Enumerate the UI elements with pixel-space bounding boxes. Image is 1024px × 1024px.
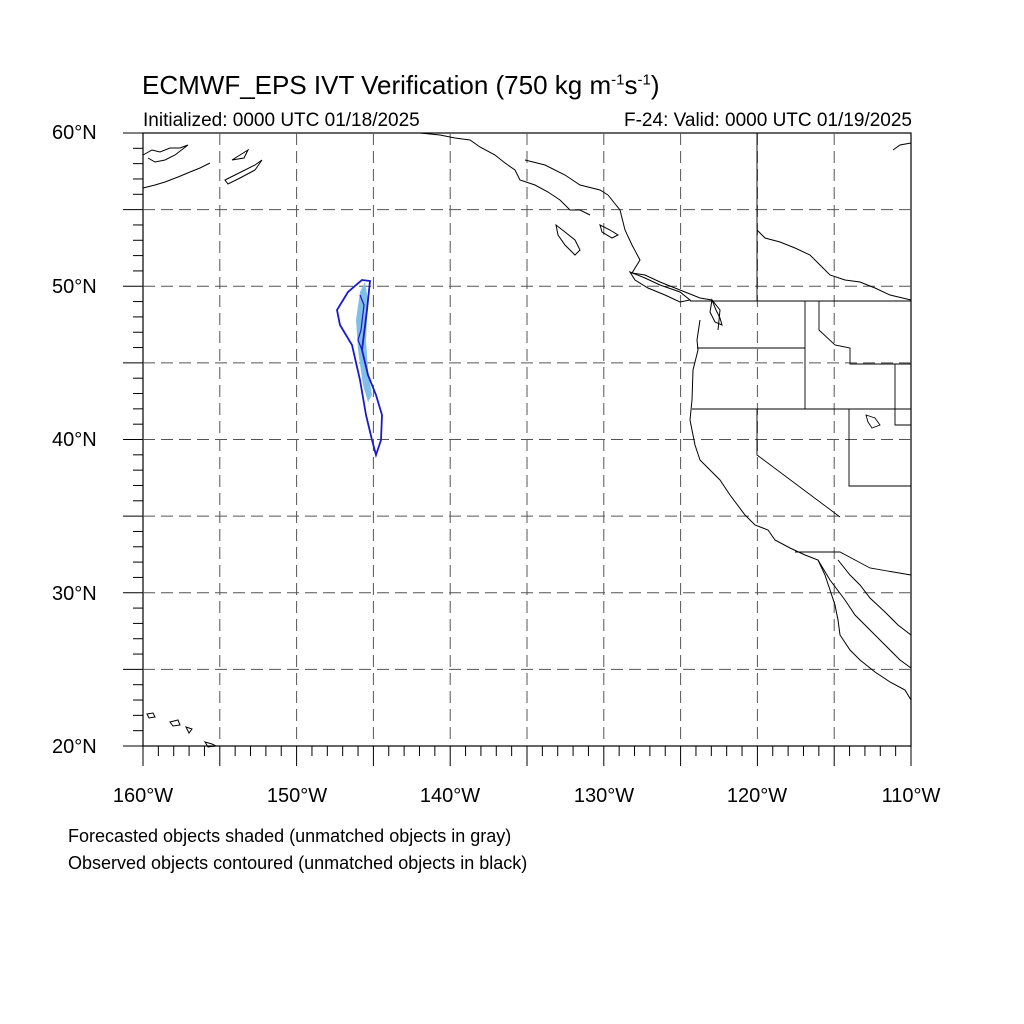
lon-label-140w: 140°W <box>419 785 481 807</box>
lon-label-110w: 110°W <box>881 785 941 807</box>
coastline <box>142 132 912 748</box>
lon-label-120w: 120°W <box>726 785 788 807</box>
lat-label-30: 30°N <box>52 583 97 605</box>
grid-lines <box>143 133 911 746</box>
lat-label-60: 60°N <box>52 122 97 144</box>
axis-ticks <box>123 132 912 766</box>
map-title: ECMWF_EPS IVT Verification (750 kg m-1s-… <box>142 70 660 100</box>
note-observed: Observed objects contoured (unmatched ob… <box>68 853 528 873</box>
lat-label-50: 50°N <box>52 276 97 298</box>
lat-label-40: 40°N <box>52 429 97 451</box>
initialized-time: Initialized: 0000 UTC 01/18/2025 <box>143 110 420 131</box>
observed-object <box>336 279 383 459</box>
lon-label-130w: 130°W <box>573 785 635 807</box>
lon-label-160w: 160°W <box>112 785 174 807</box>
observed-object-inner <box>357 294 365 351</box>
political-borders <box>690 133 912 576</box>
lat-label-20: 20°N <box>52 736 97 758</box>
valid-time: F-24: Valid: 0000 UTC 01/19/2025 <box>624 110 912 131</box>
lon-label-150w: 150°W <box>266 785 328 807</box>
note-forecast: Forecasted objects shaded (unmatched obj… <box>68 826 512 846</box>
